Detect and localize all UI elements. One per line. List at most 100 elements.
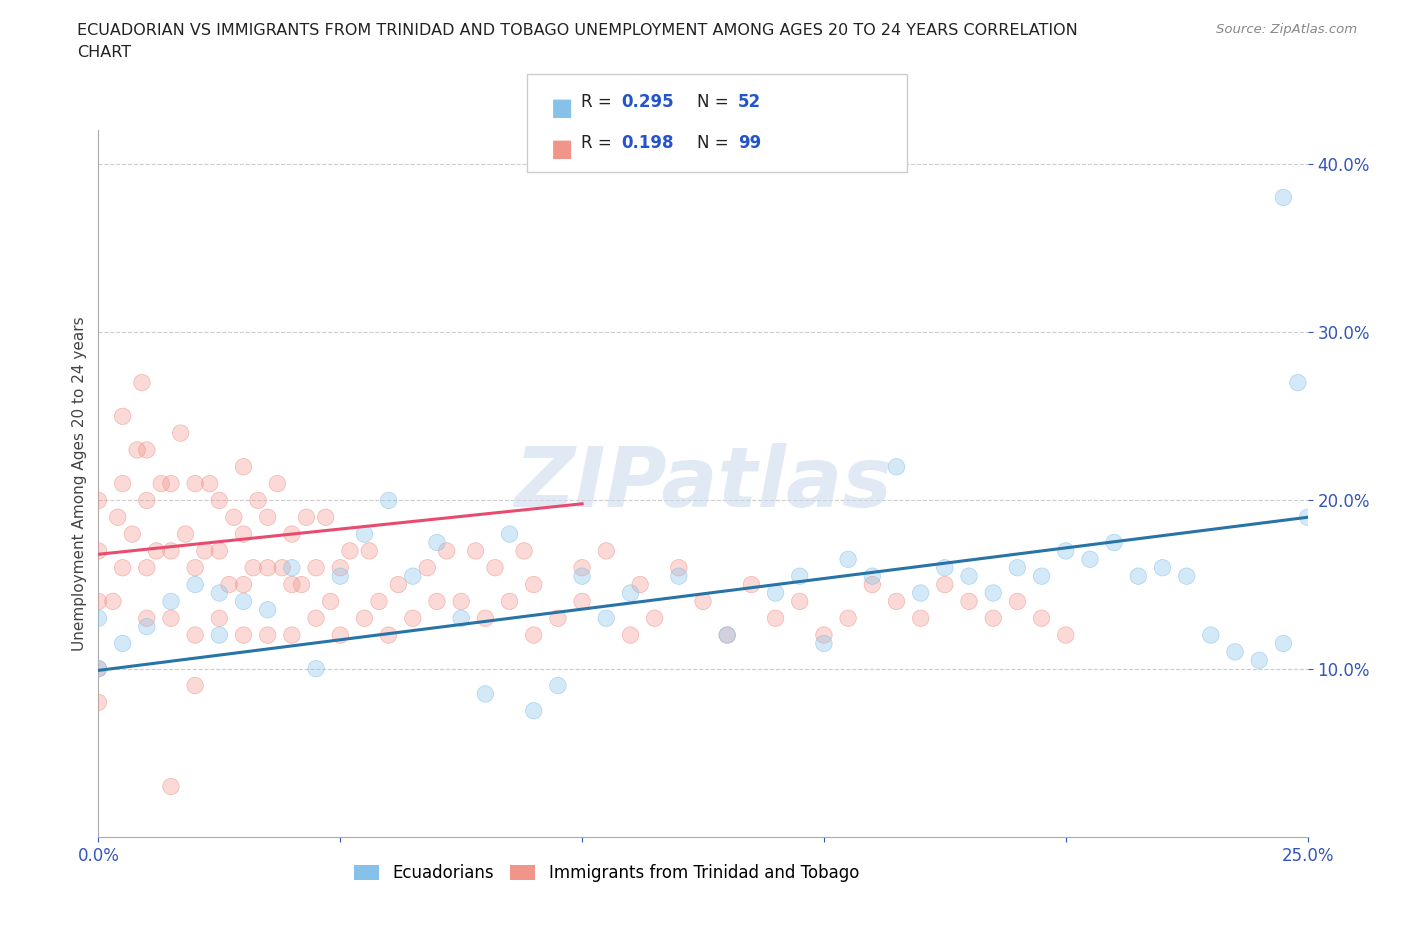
Point [305, 611, 328, 626]
Point [628, 578, 651, 592]
Point [1175, 569, 1198, 584]
Point [135, 611, 157, 626]
Point [198, 476, 221, 491]
Point [765, 586, 787, 601]
Point [981, 586, 1004, 601]
Point [135, 619, 157, 634]
Point [1175, 569, 1198, 584]
Point [368, 594, 391, 609]
Point [184, 628, 207, 643]
Point [87, 611, 110, 626]
Point [281, 560, 304, 575]
Point [160, 594, 183, 609]
Point [1054, 543, 1077, 558]
Text: R =: R = [581, 134, 617, 152]
Point [121, 526, 143, 541]
Point [87, 695, 110, 710]
Point [377, 628, 399, 643]
Text: 52: 52 [738, 93, 761, 111]
Point [135, 493, 157, 508]
Point [160, 476, 183, 491]
Point [571, 560, 593, 575]
Point [837, 551, 859, 566]
Point [934, 578, 956, 592]
Text: R =: R = [581, 93, 617, 111]
Point [1007, 560, 1029, 575]
Point [281, 526, 304, 541]
Point [837, 551, 859, 566]
Point [174, 526, 197, 541]
Text: N =: N = [697, 93, 734, 111]
Point [208, 586, 231, 601]
Point [1199, 628, 1222, 643]
Point [135, 560, 157, 575]
Point [160, 543, 183, 558]
Point [184, 560, 207, 575]
Point [256, 560, 278, 575]
Point [339, 543, 361, 558]
Point [135, 619, 157, 634]
Point [184, 678, 207, 693]
Point [87, 493, 110, 508]
Y-axis label: Unemployment Among Ages 20 to 24 years: Unemployment Among Ages 20 to 24 years [72, 316, 87, 651]
Point [208, 611, 231, 626]
Point [256, 603, 278, 618]
Point [295, 510, 318, 525]
Point [111, 409, 134, 424]
Point [107, 510, 129, 525]
Point [160, 611, 183, 626]
Point [619, 628, 641, 643]
Point [1078, 551, 1101, 566]
Point [910, 586, 932, 601]
Point [232, 526, 254, 541]
Point [353, 526, 375, 541]
Point [474, 686, 496, 701]
Point [135, 611, 157, 626]
Point [281, 526, 304, 541]
Point [135, 560, 157, 575]
Point [957, 569, 980, 584]
Point [87, 661, 110, 676]
Legend: Ecuadorians, Immigrants from Trinidad and Tobago: Ecuadorians, Immigrants from Trinidad an… [347, 857, 866, 889]
Point [184, 476, 207, 491]
Point [1007, 594, 1029, 609]
Point [934, 560, 956, 575]
Point [1054, 628, 1077, 643]
Point [208, 543, 231, 558]
Point [934, 578, 956, 592]
Point [464, 543, 486, 558]
Point [886, 459, 908, 474]
Point [184, 678, 207, 693]
Point [256, 560, 278, 575]
Point [498, 594, 520, 609]
Point [498, 594, 520, 609]
Point [1286, 375, 1309, 390]
Point [450, 611, 472, 626]
Point [886, 459, 908, 474]
Point [87, 611, 110, 626]
Point [513, 543, 536, 558]
Point [886, 594, 908, 609]
Point [1031, 569, 1053, 584]
Point [150, 476, 173, 491]
Point [981, 611, 1004, 626]
Point [87, 594, 110, 609]
Point [194, 543, 217, 558]
Point [1054, 628, 1077, 643]
Point [1031, 569, 1053, 584]
Point [169, 426, 191, 441]
Point [377, 493, 399, 508]
Point [450, 594, 472, 609]
Point [87, 661, 110, 676]
Point [416, 560, 439, 575]
Point [484, 560, 506, 575]
Point [194, 543, 217, 558]
Point [981, 611, 1004, 626]
Point [571, 594, 593, 609]
Point [813, 636, 835, 651]
Point [121, 526, 143, 541]
Point [359, 543, 381, 558]
Point [813, 628, 835, 643]
Point [266, 476, 288, 491]
Point [740, 578, 762, 592]
